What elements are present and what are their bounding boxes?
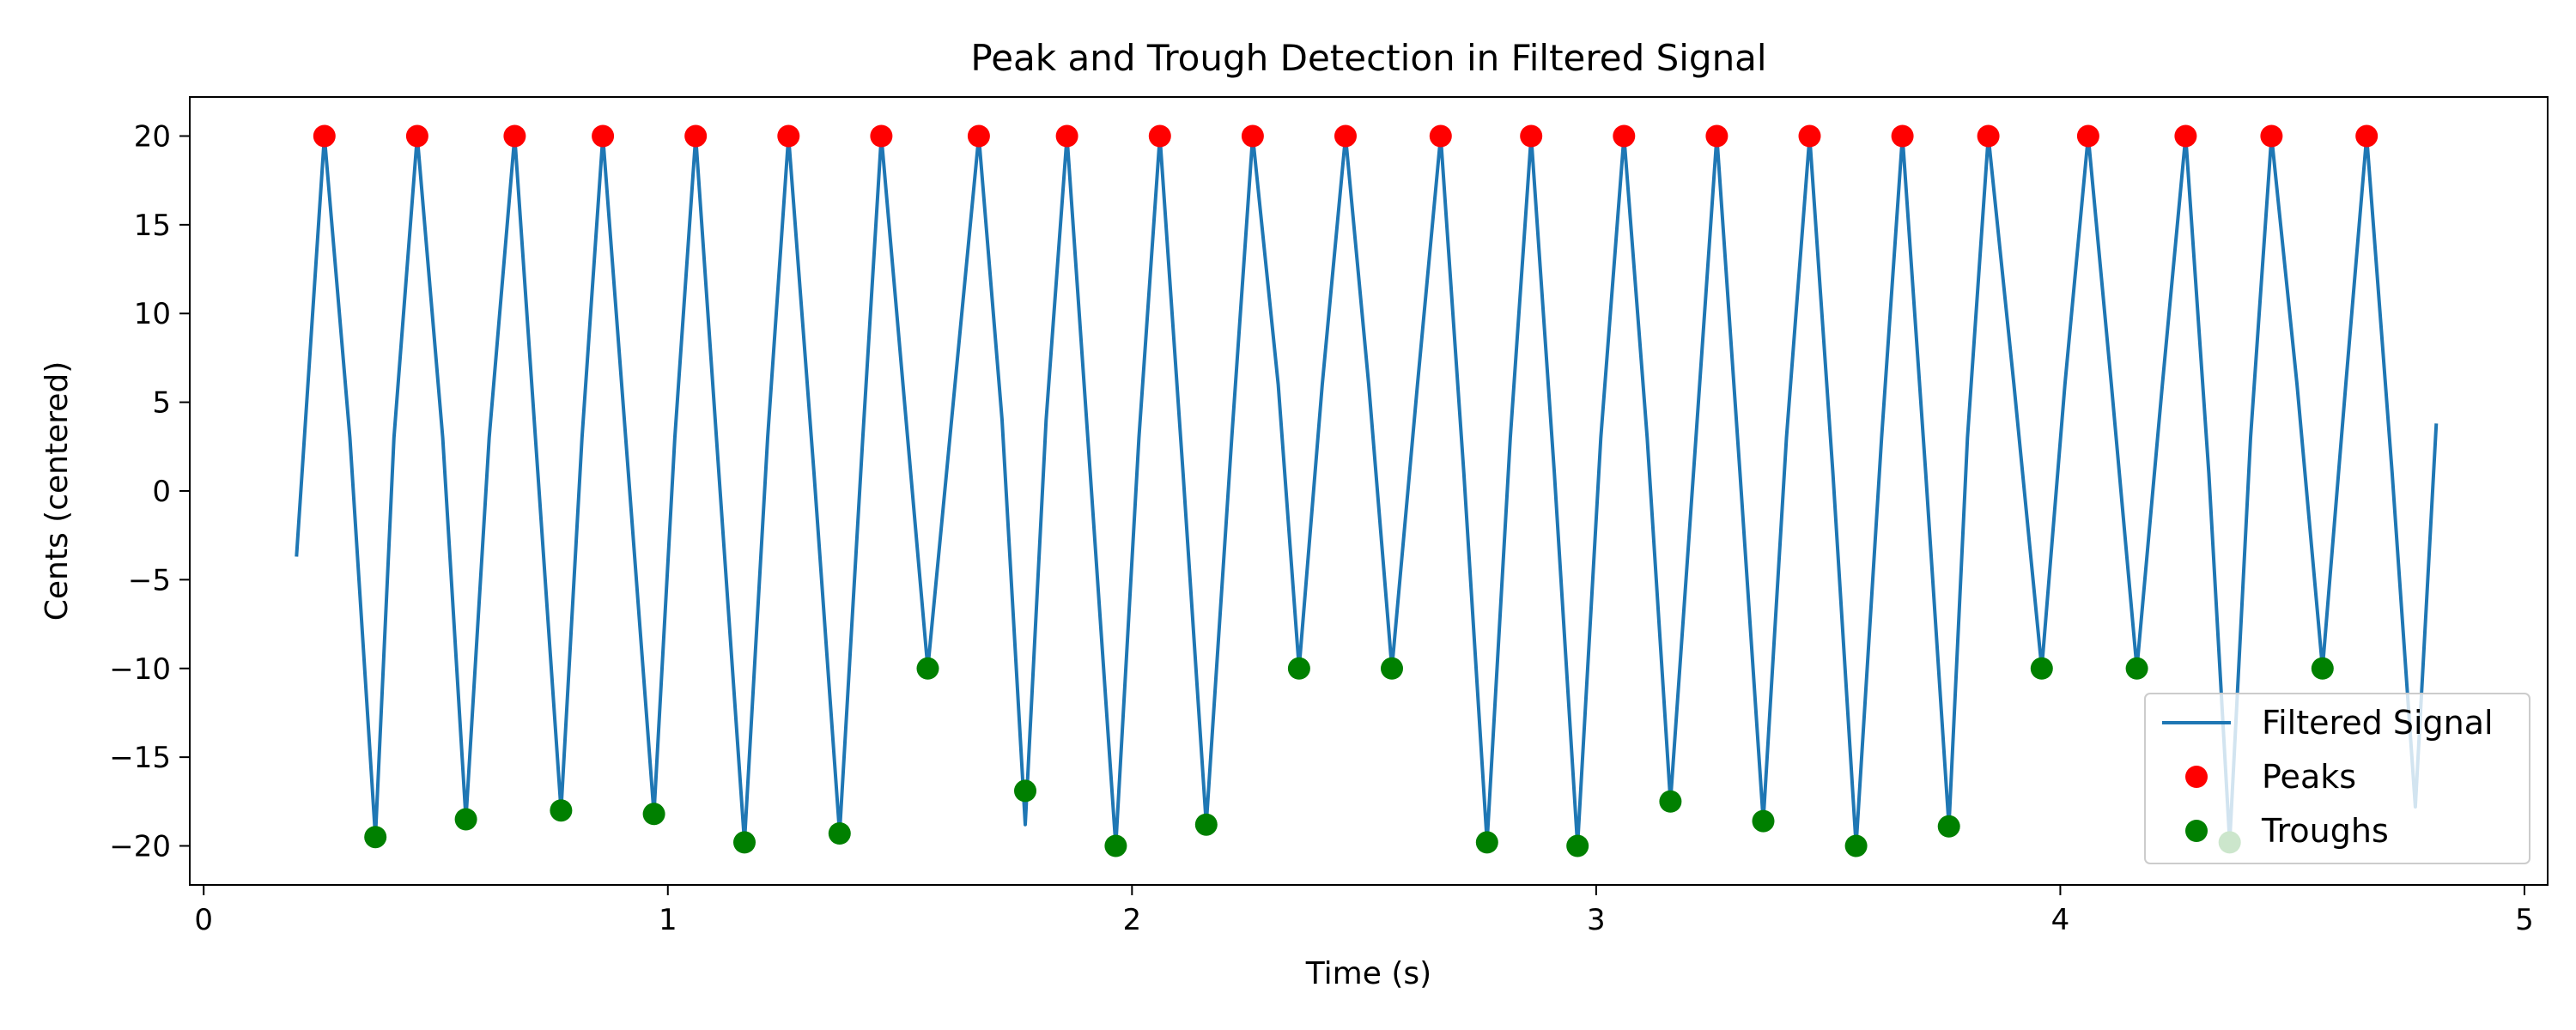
peak-point [1055, 124, 1078, 148]
x-tick-label: 4 [2051, 903, 2070, 937]
trough-point [1844, 834, 1868, 857]
legend-label-signal: Filtered Signal [2262, 704, 2494, 742]
legend-box [2144, 693, 2530, 864]
y-tick-label: 10 [134, 297, 171, 331]
trough-point [2311, 657, 2334, 680]
signal-line [295, 134, 2439, 848]
chart-title: Peak and Trough Detection in Filtered Si… [970, 37, 1766, 79]
trough-point [1937, 815, 1960, 838]
legend-marker-peaks [2185, 766, 2208, 788]
x-tick-label: 3 [1587, 903, 1606, 937]
peak-point [1334, 124, 1357, 148]
y-tick-label: 15 [134, 209, 171, 243]
peak-point [2076, 124, 2099, 148]
peak-point [592, 124, 615, 148]
peak-point [1429, 124, 1452, 148]
x-tick-label: 5 [2515, 903, 2534, 937]
y-tick-label: −20 [109, 830, 171, 864]
trough-point [2125, 657, 2148, 680]
trough-point [1287, 657, 1310, 680]
trough-point [1014, 779, 1036, 803]
y-tick-label: −10 [109, 652, 171, 687]
y-tick-label: 5 [152, 386, 171, 421]
trough-point [1475, 831, 1498, 854]
trough-point [916, 657, 939, 680]
peak-point [2174, 124, 2197, 148]
trough-point [1104, 834, 1127, 857]
y-axis: −20 −15 −10 −5 0 5 10 15 20 [109, 119, 190, 864]
trough-point [1566, 834, 1589, 857]
peak-point [1148, 124, 1171, 148]
peak-point [405, 124, 428, 148]
peak-point [1241, 124, 1264, 148]
peak-point [1520, 124, 1543, 148]
y-tick-label: 20 [134, 119, 171, 154]
legend: Filtered Signal Peaks Troughs [2144, 693, 2530, 864]
legend-marker-troughs [2185, 820, 2208, 842]
y-tick-label: 0 [152, 475, 171, 509]
peak-point [1613, 124, 1636, 148]
trough-point [1659, 790, 1682, 813]
troughs-layer [364, 657, 2334, 857]
y-axis-label: Cents (centered) [39, 361, 75, 621]
peak-point [313, 124, 336, 148]
peaks-layer [313, 124, 2379, 148]
trough-point [454, 808, 477, 831]
peak-point [777, 124, 800, 148]
x-tick-label: 0 [194, 903, 213, 937]
peak-point [1891, 124, 1914, 148]
trough-point [550, 799, 573, 822]
trough-point [1194, 813, 1218, 836]
peak-point [1705, 124, 1728, 148]
trough-point [733, 831, 756, 854]
trough-point [642, 803, 665, 826]
trough-point [828, 822, 851, 845]
trough-point [2030, 657, 2053, 680]
peak-point [2355, 124, 2379, 148]
x-tick-label: 2 [1122, 903, 1141, 937]
legend-label-troughs: Troughs [2261, 812, 2389, 850]
peak-point [2260, 124, 2283, 148]
peak-point [684, 124, 708, 148]
peak-point [1798, 124, 1821, 148]
y-tick-label: −5 [128, 563, 171, 597]
y-tick-label: −15 [109, 741, 171, 775]
trough-point [364, 826, 387, 849]
peak-point [870, 124, 893, 148]
peak-point [503, 124, 526, 148]
peak-point [967, 124, 990, 148]
legend-label-peaks: Peaks [2262, 758, 2356, 796]
x-axis: 0 1 2 3 4 5 [194, 885, 2534, 937]
peak-point [1977, 124, 2000, 148]
x-axis-label: Time (s) [1305, 956, 1431, 991]
signal-layer [295, 134, 2439, 848]
x-tick-label: 1 [659, 903, 677, 937]
trough-point [1381, 657, 1403, 680]
trough-point [1752, 809, 1775, 833]
